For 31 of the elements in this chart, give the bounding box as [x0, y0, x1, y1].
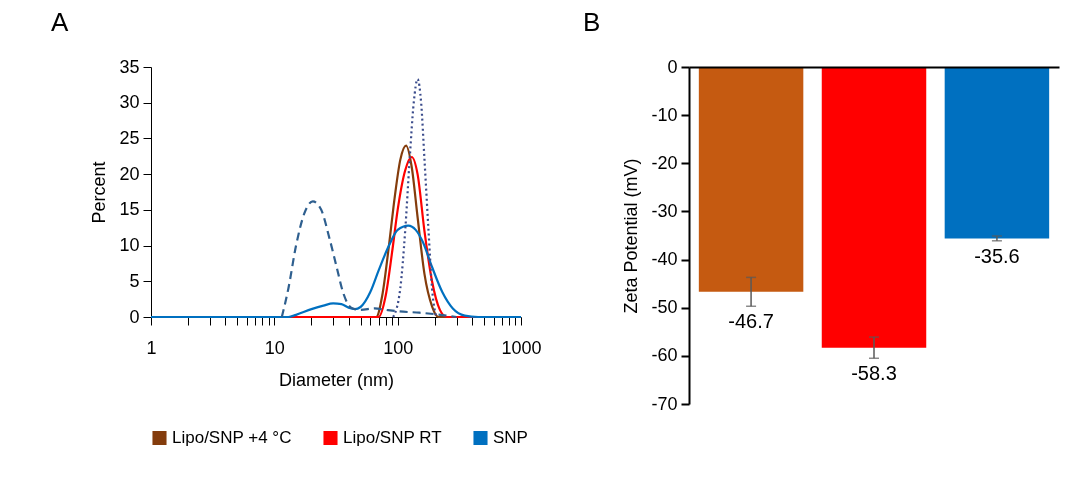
y-tick-label: -60 [651, 345, 678, 366]
x-tick-label: 10 [264, 337, 285, 358]
legend-label: Lipo/SNP +4 °C [172, 427, 292, 447]
chart-title: B [582, 7, 601, 37]
data-label: -35.6 [974, 244, 1020, 267]
x-tick-label: 100 [383, 337, 414, 358]
x-tick-label: 1 [146, 337, 157, 358]
data-label: -46.7 [728, 310, 774, 333]
y-tick-label: -50 [651, 297, 678, 318]
x-axis-title: Diameter (nm) [278, 369, 395, 390]
y-tick-label: -40 [651, 249, 678, 270]
y-tick-label: 0 [667, 56, 678, 77]
y-tick-label: 20 [119, 163, 140, 184]
y-tick-label: -20 [651, 152, 678, 173]
y-tick-label: -30 [651, 200, 678, 221]
y-tick-label: 30 [119, 92, 140, 113]
y-tick-label: 35 [119, 56, 140, 77]
x-tick-label: 1000 [501, 337, 542, 358]
y-tick-label: 0 [129, 306, 140, 327]
chart-title: A [50, 7, 69, 37]
y-axis-title: Zeta Potential (mV) [621, 158, 642, 314]
legend-label: SNP [493, 427, 528, 447]
y-tick-label: -10 [651, 104, 678, 125]
legend-label: Lipo/SNP RT [343, 427, 442, 447]
data-label: -58.3 [851, 362, 897, 385]
y-tick-label: 10 [119, 235, 140, 256]
y-tick-label: 25 [119, 127, 140, 148]
y-tick-label: 5 [129, 270, 140, 291]
y-tick-label: -70 [651, 393, 678, 414]
y-axis-title: Percent [89, 161, 110, 224]
y-tick-label: 15 [119, 199, 140, 220]
